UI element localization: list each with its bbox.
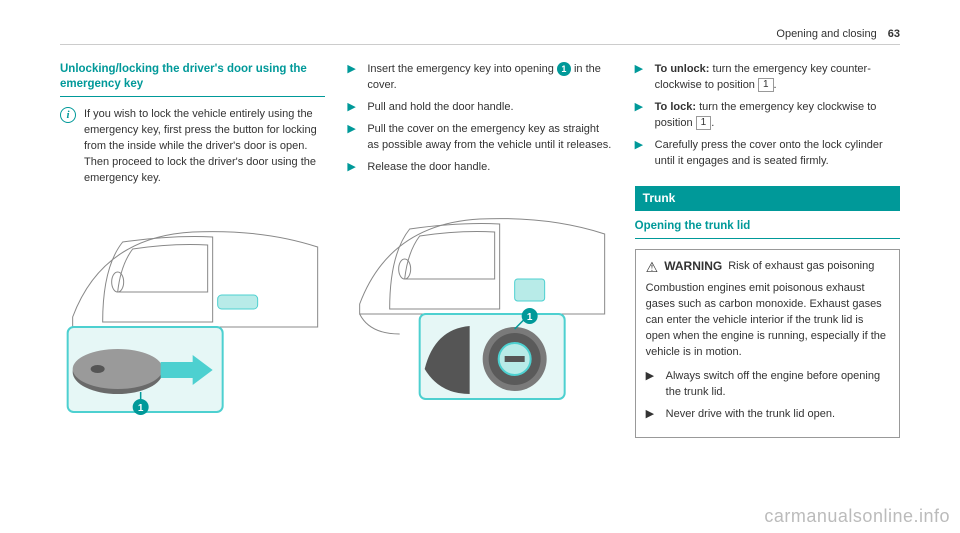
column-2: ▶ Insert the emergency key into opening … bbox=[347, 62, 612, 438]
col3-step-3: ▶ Carefully press the cover onto the loc… bbox=[635, 138, 900, 170]
page-number: 63 bbox=[888, 28, 900, 40]
step-arrow-icon: ▶ bbox=[347, 122, 359, 154]
col1-title: Unlocking/locking the driver's door usin… bbox=[60, 62, 325, 92]
trunk-section-bar: Trunk bbox=[635, 186, 900, 211]
warning-risk: Risk of exhaust gas poisoning bbox=[728, 259, 874, 275]
header-section: Opening and closing bbox=[776, 28, 876, 40]
col2-step-2-text: Pull and hold the door handle. bbox=[367, 100, 513, 116]
step-arrow-icon: ▶ bbox=[347, 62, 359, 94]
col2-step-1-pre: Insert the emergency key into opening bbox=[367, 63, 557, 75]
col2-callout-text: 1 bbox=[527, 312, 533, 323]
trunk-rule bbox=[635, 238, 900, 239]
step-arrow-icon: ▶ bbox=[646, 369, 658, 401]
col3-step-1: ▶ To unlock: turn the emergency key coun… bbox=[635, 62, 900, 94]
step-arrow-icon: ▶ bbox=[347, 100, 359, 116]
col1-info-text: If you wish to lock the vehicle entirely… bbox=[84, 107, 325, 187]
warning-body: Combustion engines emit poisonous exhaus… bbox=[646, 281, 889, 361]
col3-step-2-tail: . bbox=[711, 117, 714, 129]
col2-step-2: ▶ Pull and hold the door handle. bbox=[347, 100, 612, 116]
col3-step-2-text: To lock: turn the emergency key clockwis… bbox=[655, 100, 900, 132]
col1-rule bbox=[60, 96, 325, 97]
column-1: Unlocking/locking the driver's door usin… bbox=[60, 62, 325, 438]
col2-step-4-text: Release the door handle. bbox=[367, 160, 490, 176]
col3-step-3-text: Carefully press the cover onto the lock … bbox=[655, 138, 900, 170]
position-box-2: 1 bbox=[696, 116, 712, 130]
step-arrow-icon: ▶ bbox=[635, 62, 647, 94]
trunk-subtitle: Opening the trunk lid bbox=[635, 219, 900, 234]
header-rule bbox=[60, 44, 900, 45]
warning-header: ⚠ WARNING Risk of exhaust gas poisoning bbox=[646, 258, 889, 275]
warning-bullet-1: ▶ Always switch off the engine before op… bbox=[646, 369, 889, 401]
warning-bullet-2-text: Never drive with the trunk lid open. bbox=[666, 407, 835, 423]
col3-step-1-tail: . bbox=[774, 79, 777, 91]
col3-step-1-bold: To unlock: bbox=[655, 63, 710, 75]
col2-step-3-text: Pull the cover on the emergency key as s… bbox=[367, 122, 612, 154]
col1-info-row: i If you wish to lock the vehicle entire… bbox=[60, 107, 325, 187]
col2-step-3: ▶ Pull the cover on the emergency key as… bbox=[347, 122, 612, 154]
step-arrow-icon: ▶ bbox=[635, 100, 647, 132]
column-3: ▶ To unlock: turn the emergency key coun… bbox=[635, 62, 900, 438]
content-columns: Unlocking/locking the driver's door usin… bbox=[60, 62, 900, 438]
step-arrow-icon: ▶ bbox=[347, 160, 359, 176]
col2-figure: 1 bbox=[347, 184, 612, 404]
watermark: carmanualsonline.info bbox=[764, 506, 950, 527]
warning-triangle-icon: ⚠ bbox=[646, 260, 659, 274]
callout-1-icon: 1 bbox=[557, 62, 571, 76]
col3-step-1-text: To unlock: turn the emergency key counte… bbox=[655, 62, 900, 94]
step-arrow-icon: ▶ bbox=[646, 407, 658, 423]
page-header: Opening and closing 63 bbox=[776, 28, 900, 40]
col2-step-4: ▶ Release the door handle. bbox=[347, 160, 612, 176]
col1-figure: 1 bbox=[60, 197, 325, 417]
step-arrow-icon: ▶ bbox=[635, 138, 647, 170]
warning-label: WARNING bbox=[664, 258, 722, 275]
col2-step-1: ▶ Insert the emergency key into opening … bbox=[347, 62, 612, 94]
col3-step-2: ▶ To lock: turn the emergency key clockw… bbox=[635, 100, 900, 132]
col1-callout-text: 1 bbox=[138, 403, 144, 414]
position-box-1: 1 bbox=[758, 78, 774, 92]
col3-step-2-bold: To lock: bbox=[655, 101, 696, 113]
warning-box: ⚠ WARNING Risk of exhaust gas poisoning … bbox=[635, 249, 900, 438]
info-icon: i bbox=[60, 107, 76, 123]
warning-bullet-1-text: Always switch off the engine before open… bbox=[666, 369, 889, 401]
col2-step-1-text: Insert the emergency key into opening 1 … bbox=[367, 62, 612, 94]
warning-bullet-2: ▶ Never drive with the trunk lid open. bbox=[646, 407, 889, 423]
